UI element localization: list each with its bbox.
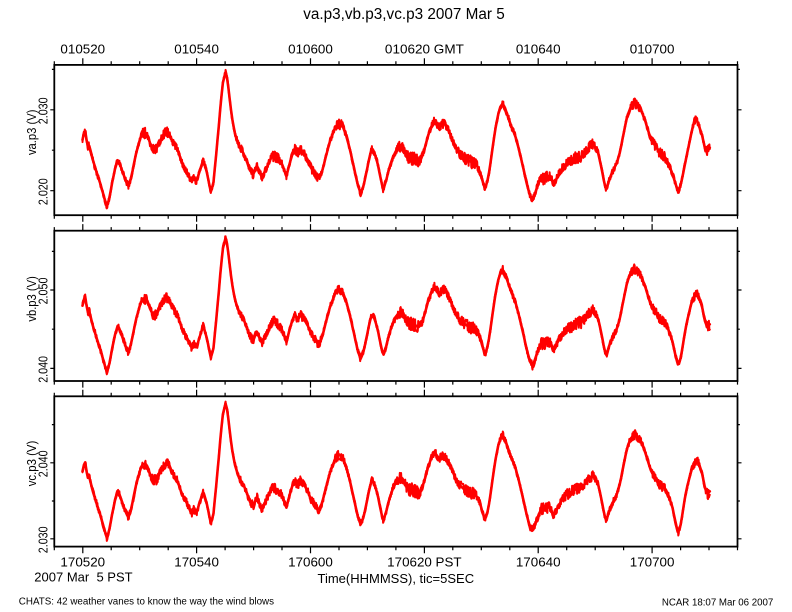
svg-text:170620 PST: 170620 PST xyxy=(387,555,461,570)
svg-text:010620 GMT: 010620 GMT xyxy=(385,41,464,56)
svg-text:2.040: 2.040 xyxy=(37,450,51,477)
svg-text:170540: 170540 xyxy=(174,555,219,570)
svg-text:010640: 010640 xyxy=(516,41,561,56)
svg-text:2.040: 2.040 xyxy=(37,356,51,383)
svg-text:010700: 010700 xyxy=(630,41,675,56)
svg-text:170640: 170640 xyxy=(516,555,561,570)
svg-text:Time(HHMMSS), tic=5SEC: Time(HHMMSS), tic=5SEC xyxy=(317,571,474,586)
svg-text:010540: 010540 xyxy=(174,41,219,56)
svg-text:vb.p3 (V): vb.p3 (V) xyxy=(24,276,39,322)
svg-text:010600: 010600 xyxy=(288,41,333,56)
svg-text:2.030: 2.030 xyxy=(37,526,51,553)
svg-text:170700: 170700 xyxy=(630,555,675,570)
svg-text:CHATS: 42 weather vanes to kno: CHATS: 42 weather vanes to know the way … xyxy=(19,597,274,608)
svg-text:NCAR 18:07 Mar 06 2007: NCAR 18:07 Mar 06 2007 xyxy=(662,598,773,609)
svg-text:va.p3,vb.p3,vc.p3 2007 Mar 5: va.p3,vb.p3,vc.p3 2007 Mar 5 xyxy=(303,6,505,23)
svg-text:2.030: 2.030 xyxy=(37,97,51,124)
svg-text:170520: 170520 xyxy=(60,555,105,570)
svg-text:va.p3 (V): va.p3 (V) xyxy=(24,110,39,156)
svg-text:vc.p3 (V): vc.p3 (V) xyxy=(24,441,39,487)
svg-text:2007 Mar 5 PST: 2007 Mar 5 PST xyxy=(34,570,132,585)
svg-text:2.050: 2.050 xyxy=(37,278,51,305)
svg-text:2.020: 2.020 xyxy=(37,178,51,205)
svg-text:010520: 010520 xyxy=(60,41,105,56)
svg-text:170600: 170600 xyxy=(288,555,333,570)
